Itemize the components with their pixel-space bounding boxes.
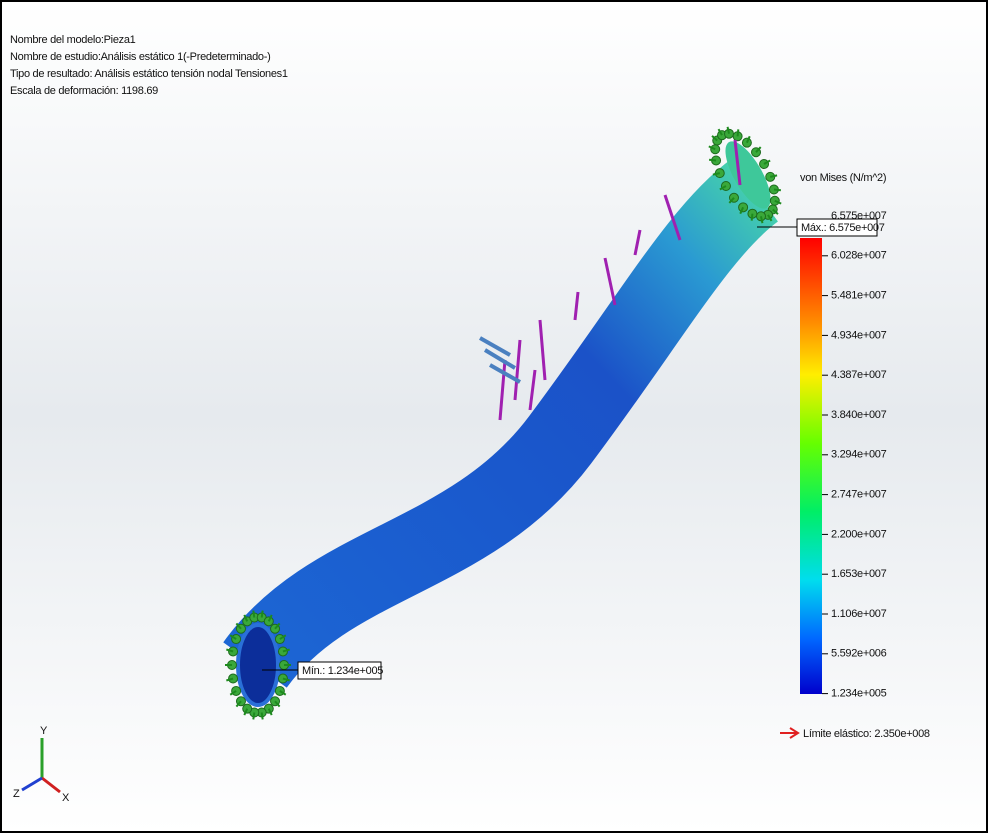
fixture-arrow — [713, 173, 720, 174]
legend-label: 3.294e+007 — [831, 449, 887, 461]
fixture-arrow — [774, 190, 781, 191]
legend-label: 2.200e+007 — [831, 528, 887, 540]
deformation-scale: Escala de deformación: 1198.69 — [10, 85, 158, 97]
legend-label: 4.934e+007 — [831, 329, 887, 341]
model-name: Nombre del modelo:Pieza1 — [10, 34, 136, 46]
legend-label: 1.234e+005 — [831, 688, 887, 700]
triad-y-label: Y — [40, 725, 48, 737]
legend-label: 2.747e+007 — [831, 489, 887, 501]
page: Nombre del modelo:Pieza1 Nombre de estud… — [0, 0, 988, 833]
fixture-arrow — [761, 216, 762, 223]
min-label: Mín.: 1.234e+005 — [302, 665, 383, 677]
fixture-arrow — [728, 127, 729, 134]
legend-label: 5.592e+006 — [831, 648, 887, 660]
legend-label: 3.840e+007 — [831, 409, 887, 421]
fixture-arrow — [738, 129, 739, 136]
fixture-arrow — [262, 713, 263, 720]
tube-end — [238, 625, 278, 705]
fixture-arrow — [253, 611, 254, 618]
triad-z-label: Z — [13, 788, 20, 800]
triad-x-label: X — [62, 792, 70, 804]
legend-label: 6.028e+007 — [831, 250, 887, 262]
fixture-arrow — [262, 611, 263, 618]
fixture-arrow — [752, 214, 753, 221]
fixture-arrow — [770, 175, 777, 176]
legend-title: von Mises (N/m^2) — [800, 172, 886, 184]
viewport: Nombre del modelo:Pieza1 Nombre de estud… — [0, 0, 988, 833]
legend-label: 5.481e+007 — [831, 290, 887, 302]
study-name: Nombre de estudio:Análisis estático 1(-P… — [10, 51, 270, 63]
fixture-arrow — [709, 160, 716, 161]
legend-label: 1.653e+007 — [831, 568, 887, 580]
color-bar — [800, 238, 822, 694]
fixture-arrow — [253, 713, 254, 720]
result-type: Tipo de resultado: Análisis estático ten… — [10, 68, 288, 80]
legend-label: 4.387e+007 — [831, 369, 887, 381]
yield-label: Límite elástico: 2.350e+008 — [803, 728, 930, 740]
max-label: Máx.: 6.575e+007 — [801, 222, 885, 234]
legend-label: 1.106e+007 — [831, 608, 887, 620]
